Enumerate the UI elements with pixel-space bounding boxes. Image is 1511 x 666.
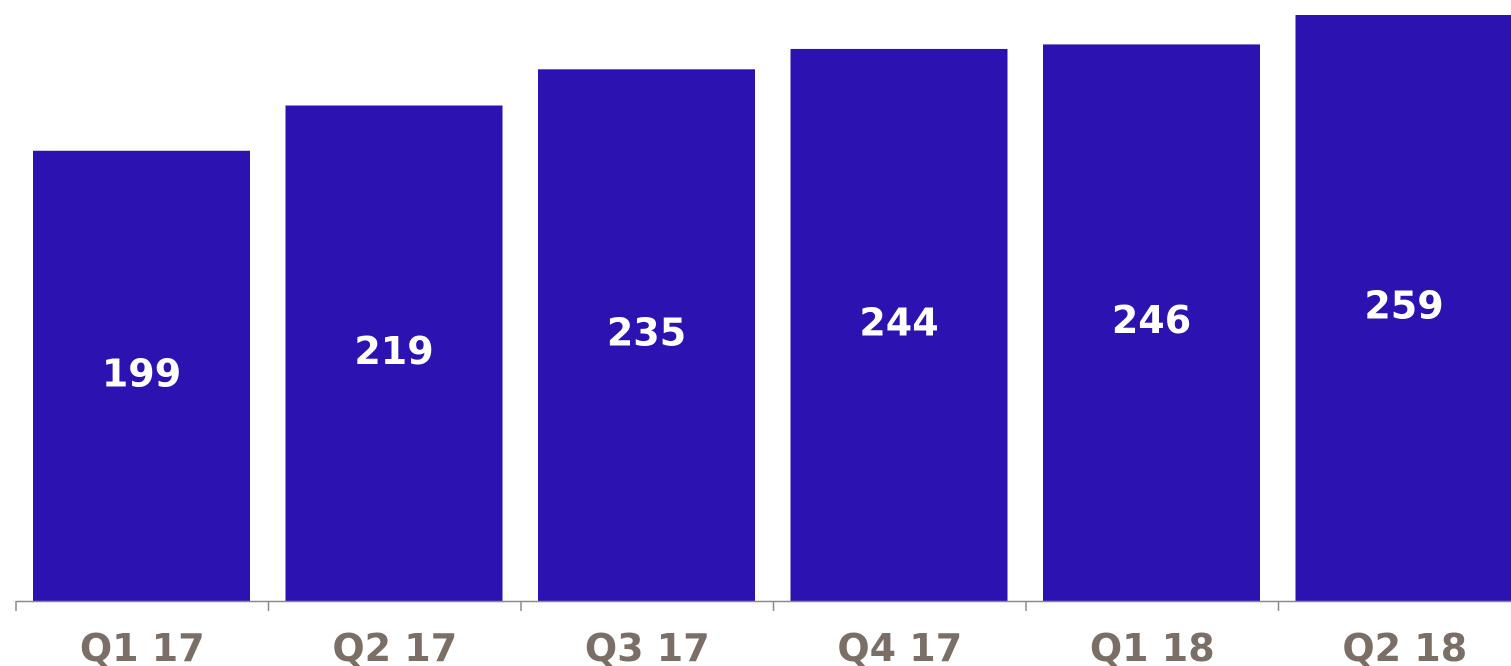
data-label-q4-17: 244 bbox=[859, 300, 938, 344]
bar-q4-17 bbox=[790, 48, 1008, 601]
bars-group bbox=[33, 15, 1511, 602]
x-tick-label-q1-18: Q1 18 bbox=[1090, 626, 1215, 666]
x-tick-label-q2-17: Q2 17 bbox=[332, 626, 457, 666]
data-label-q2-18: 259 bbox=[1364, 284, 1443, 328]
x-tick-label-q3-17: Q3 17 bbox=[585, 626, 710, 666]
bar-q1-18 bbox=[1043, 44, 1260, 601]
data-labels-group: 199 219 235 244 246 259 bbox=[102, 284, 1444, 396]
data-label-q1-18: 246 bbox=[1112, 298, 1191, 342]
x-tick-label-q4-17: Q4 17 bbox=[837, 626, 962, 666]
bar-q2-17 bbox=[285, 105, 503, 602]
x-axis bbox=[15, 600, 1511, 611]
data-label-q1-17: 199 bbox=[102, 351, 181, 395]
data-label-q3-17: 235 bbox=[607, 311, 686, 355]
bar-q1-17 bbox=[33, 150, 250, 601]
x-tick-label-q1-17: Q1 17 bbox=[80, 626, 205, 666]
x-tick-label-q2-18: Q2 18 bbox=[1342, 626, 1467, 666]
data-label-q2-17: 219 bbox=[354, 329, 433, 373]
bar-q2-18 bbox=[1295, 15, 1511, 601]
bar-q3-17 bbox=[538, 69, 755, 602]
x-tick-labels-group: Q1 17 Q2 17 Q3 17 Q4 17 Q1 18 Q2 18 bbox=[80, 626, 1467, 666]
